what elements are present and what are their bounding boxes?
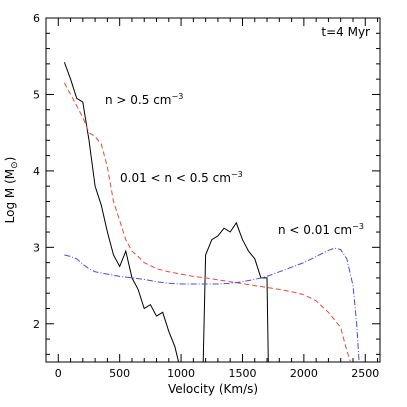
x-tick-label: 500 xyxy=(109,367,130,380)
y-tick-label: 2 xyxy=(33,318,40,331)
time-annotation: t=4 Myr xyxy=(321,25,370,39)
series-label-high-density: n > 0.5 cm−3 xyxy=(105,92,183,107)
y-tick-label: 4 xyxy=(33,165,40,178)
y-axis-label: Log M (M⊙) xyxy=(3,157,20,224)
plot-frame xyxy=(45,17,381,363)
series-line-2-segment-0 xyxy=(64,247,360,363)
x-tick-label: 0 xyxy=(55,367,62,380)
y-tick-label: 6 xyxy=(33,12,40,25)
x-tick-label: 1500 xyxy=(228,367,256,380)
series-line-0-segment-0 xyxy=(63,62,180,363)
tick-marks xyxy=(46,17,380,362)
series-line-1-segment-0 xyxy=(63,82,351,363)
y-tick-label: 5 xyxy=(33,88,40,101)
x-tick-label: 1000 xyxy=(167,367,195,380)
series-line-0-segment-1 xyxy=(202,221,269,363)
series-label-mid-density: 0.01 < n < 0.5 cm−3 xyxy=(120,170,243,185)
series-lines xyxy=(63,62,360,363)
y-tick-label: 3 xyxy=(33,241,40,254)
x-tick-label: 2500 xyxy=(351,367,379,380)
tick-labels: 0 500 1000 1500 2000 2500 2 3 4 5 6 xyxy=(33,12,379,380)
x-axis-label: Velocity (Km/s) xyxy=(168,382,258,396)
x-tick-label: 2000 xyxy=(290,367,318,380)
series-label-low-density: n < 0.01 cm−3 xyxy=(278,222,364,237)
